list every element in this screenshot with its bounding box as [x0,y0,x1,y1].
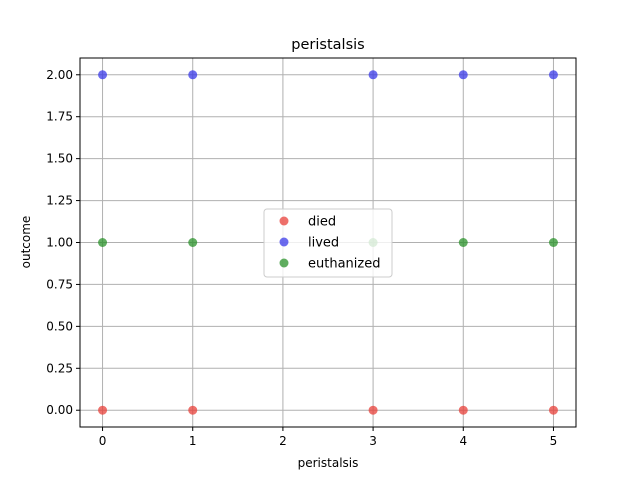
legend-marker-euthanized [279,258,289,268]
x-axis-label: peristalsis [298,456,359,470]
x-tick-label: 4 [459,434,467,448]
x-tick-label: 2 [279,434,287,448]
y-tick-label: 0.75 [46,277,73,291]
data-point-lived [548,70,558,80]
y-tick-label: 1.00 [46,236,73,250]
data-point-died [548,405,558,415]
y-tick-label: 1.50 [46,152,73,166]
data-point-died [98,405,108,415]
data-point-lived [98,70,108,80]
legend-label-euthanized: euthanized [308,257,380,272]
legend-box [263,208,393,278]
x-tick-label: 1 [189,434,197,448]
data-point-euthanized [548,238,558,247]
data-point-lived [458,70,468,80]
chart-title: peristalsis [291,37,364,53]
legend-marker-died [279,216,289,226]
y-tick-label: 0.00 [46,403,73,417]
data-points [98,70,558,415]
data-point-euthanized [458,238,468,247]
data-point-died [368,405,378,415]
y-tick-label: 0.25 [46,361,73,375]
legend: died lived euthanized [263,208,393,278]
y-tick-label: 2.00 [46,68,73,82]
x-tick-label: 0 [99,434,107,448]
y-tick-label: 1.25 [46,194,73,208]
data-point-lived [368,70,378,80]
data-point-euthanized [98,238,108,247]
data-point-lived [188,70,198,80]
y-tick-label: 0.50 [46,319,73,333]
x-tick-label: 3 [369,434,377,448]
axis-ticks: 0 1 2 3 4 5 0.00 0.25 0.50 0.75 1.00 1.25 1.50 1.75 2.… [46,68,557,448]
y-tick-label: 1.75 [46,110,73,124]
data-point-died [188,405,198,415]
legend-label-died: died [308,215,336,230]
data-point-euthanized [188,238,198,247]
legend-marker-lived [279,237,289,247]
legend-label-lived: lived [308,236,339,251]
x-tick-label: 5 [550,434,558,448]
y-axis-label: outcome [19,216,33,269]
data-point-died [458,405,468,415]
